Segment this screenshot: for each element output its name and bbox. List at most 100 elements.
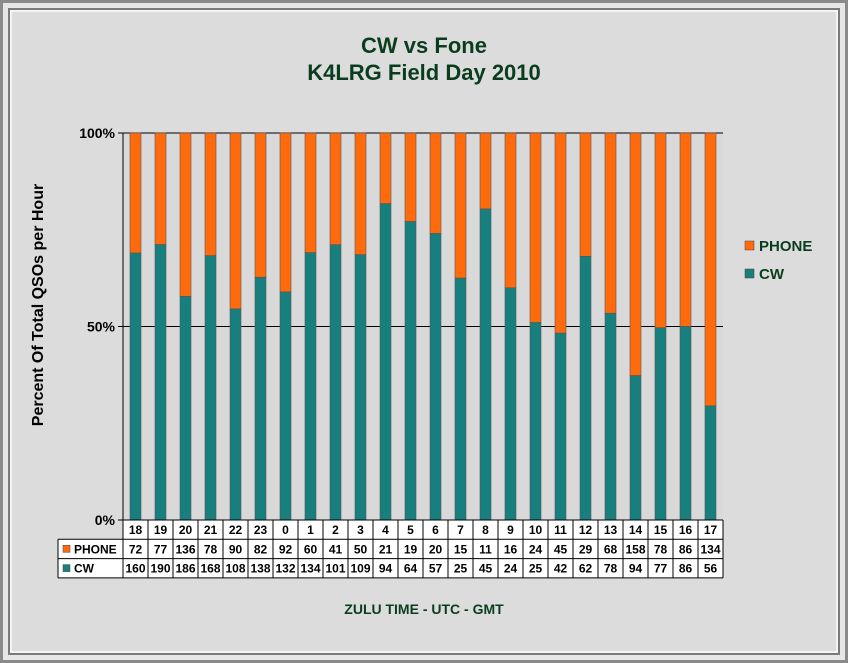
x-tick-label: 2	[332, 523, 339, 537]
bar-phone-20	[179, 132, 192, 297]
data-label: 24	[529, 542, 543, 556]
data-label: 78	[654, 542, 668, 556]
bar-cw-23	[254, 276, 267, 521]
data-label: 77	[654, 562, 668, 576]
data-label: 25	[529, 562, 543, 576]
x-axis-label: ZULU TIME - UTC - GMT	[344, 601, 504, 617]
chart-title: CW vs Fone	[361, 33, 487, 58]
bar-phone-4	[379, 132, 392, 204]
y-tick-label: 100%	[79, 125, 115, 141]
bar-phone-15	[654, 132, 667, 329]
bar-cw-21	[204, 255, 217, 521]
data-label: 68	[604, 542, 618, 556]
bar-cw-4	[379, 203, 392, 521]
x-tick-label: 9	[507, 523, 514, 537]
bar-cw-9	[504, 287, 517, 521]
data-label: 56	[704, 562, 718, 576]
data-label: 168	[200, 562, 220, 576]
bar-cw-10	[529, 322, 542, 521]
x-tick-label: 3	[357, 523, 364, 537]
data-label: 86	[679, 562, 693, 576]
bar-cw-2	[329, 244, 342, 521]
x-tick-label: 22	[229, 523, 243, 537]
bar-cw-15	[654, 327, 667, 521]
bar-cw-5	[404, 221, 417, 521]
data-label: 29	[579, 542, 593, 556]
bar-cw-8	[479, 208, 492, 521]
bar-phone-3	[354, 132, 367, 255]
data-label: 57	[429, 562, 443, 576]
data-label: 132	[275, 562, 295, 576]
data-label: 190	[150, 562, 170, 576]
data-label: 109	[350, 562, 370, 576]
data-label: 86	[679, 542, 693, 556]
data-label: 41	[329, 542, 343, 556]
x-tick-label: 23	[254, 523, 268, 537]
bar-phone-18	[129, 132, 142, 254]
data-label: 186	[175, 562, 195, 576]
bar-cw-7	[454, 277, 467, 521]
bar-phone-11	[554, 132, 567, 334]
data-label: 60	[304, 542, 318, 556]
chart-subtitle: K4LRG Field Day 2010	[307, 60, 541, 85]
data-label: 78	[204, 542, 218, 556]
x-tick-label: 4	[382, 523, 389, 537]
data-label: 42	[554, 562, 568, 576]
x-tick-label: 21	[204, 523, 218, 537]
bar-phone-2	[329, 132, 342, 246]
bar-cw-14	[629, 375, 642, 521]
data-label: 136	[175, 542, 195, 556]
legend-label-phone: PHONE	[759, 238, 812, 255]
bar-cw-3	[354, 254, 367, 521]
bar-phone-22	[229, 132, 242, 310]
bar-cw-20	[179, 296, 192, 521]
bar-cw-6	[429, 233, 442, 521]
bar-cw-22	[229, 308, 242, 521]
data-label: 101	[325, 562, 345, 576]
data-label: 50	[354, 542, 368, 556]
data-label: 160	[125, 562, 145, 576]
data-label: 72	[129, 542, 143, 556]
bar-phone-23	[254, 132, 267, 278]
x-tick-label: 11	[554, 523, 567, 537]
data-label: 90	[229, 542, 243, 556]
data-label: 94	[379, 562, 393, 576]
x-tick-label: 8	[482, 523, 489, 537]
legend-key-cw	[62, 564, 71, 572]
data-label: 19	[404, 542, 418, 556]
x-tick-label: 1	[307, 523, 314, 537]
data-label: 134	[700, 542, 720, 556]
legend-swatch-phone	[744, 240, 755, 251]
x-tick-label: 15	[654, 523, 668, 537]
data-label: 92	[279, 542, 293, 556]
bar-phone-17	[704, 132, 717, 407]
x-tick-label: 16	[679, 523, 693, 537]
x-tick-label: 5	[407, 523, 414, 537]
x-tick-label: 17	[704, 523, 718, 537]
x-tick-label: 20	[179, 523, 193, 537]
data-label: 11	[479, 542, 492, 556]
bar-phone-6	[429, 132, 442, 234]
data-label: 77	[154, 542, 168, 556]
data-label: 138	[250, 562, 270, 576]
legend-label-cw: CW	[759, 266, 785, 283]
bar-cw-16	[679, 326, 692, 521]
bar-phone-1	[304, 132, 317, 253]
data-label: 45	[479, 562, 493, 576]
data-label: 21	[379, 542, 393, 556]
bar-phone-10	[529, 132, 542, 323]
y-tick-label: 0%	[95, 512, 116, 528]
bar-phone-7	[454, 132, 467, 279]
bar-cw-19	[154, 244, 167, 521]
data-label: 15	[454, 542, 468, 556]
x-tick-label: 18	[129, 523, 143, 537]
y-tick-label: 50%	[87, 319, 116, 335]
x-tick-label: 10	[529, 523, 543, 537]
x-tick-label: 7	[457, 523, 464, 537]
x-tick-label: 6	[432, 523, 439, 537]
bar-phone-19	[154, 132, 167, 245]
data-label: 94	[629, 562, 643, 576]
bar-phone-12	[579, 132, 592, 257]
bar-phone-21	[204, 132, 217, 257]
legend-key-phone	[62, 545, 71, 553]
